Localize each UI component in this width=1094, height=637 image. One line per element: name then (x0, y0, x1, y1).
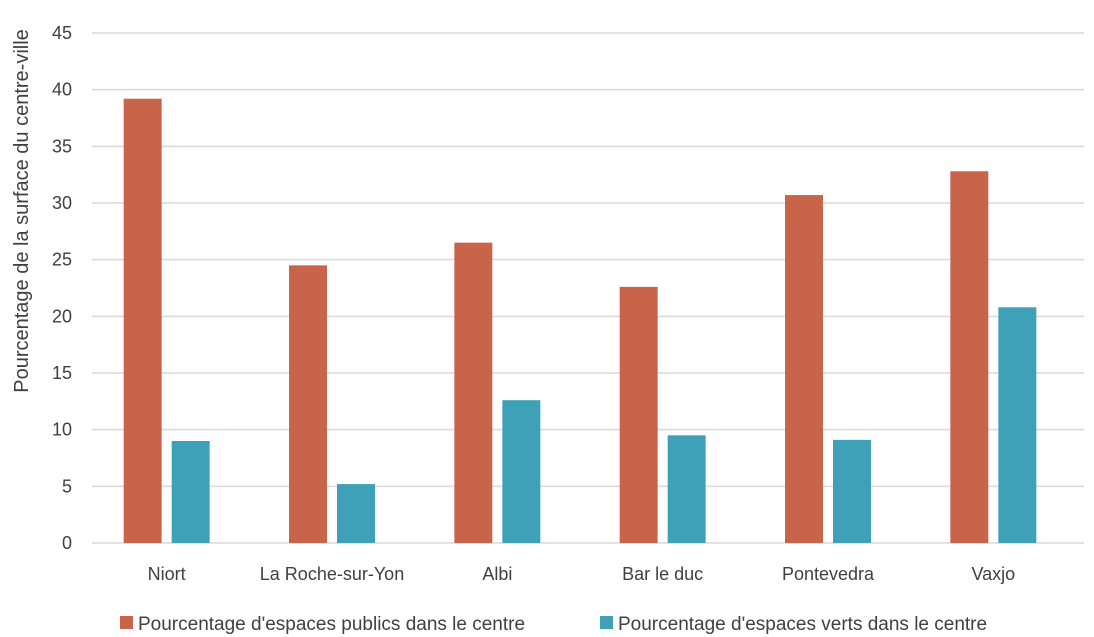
bar-public-1 (289, 265, 327, 543)
y-tick-label: 0 (62, 533, 72, 553)
gridlines (92, 32, 1084, 544)
bar-green-0 (171, 441, 210, 543)
bar-public-5 (950, 171, 989, 543)
bar-public-3 (619, 286, 658, 543)
legend-swatch-0 (120, 616, 133, 629)
x-tick-label: Pontevedra (782, 564, 875, 584)
x-tick-label: Albi (482, 564, 512, 584)
x-tick-label: Vaxjo (971, 564, 1015, 584)
legend-label-1: Pourcentage d'espaces verts dans le cent… (618, 614, 987, 635)
y-tick-label: 10 (52, 420, 72, 440)
bar-green-1 (337, 484, 375, 543)
x-tick-label: Niort (148, 564, 186, 584)
bar-public-4 (785, 195, 823, 544)
y-tick-label: 20 (52, 306, 72, 326)
y-tick-label: 35 (52, 136, 72, 156)
y-tick-label: 40 (52, 80, 72, 100)
legend: Pourcentage d'espaces publics dans le ce… (120, 614, 987, 635)
bar-public-0 (123, 98, 162, 543)
x-axis-ticks: Niort La Roche-sur-Yon Albi Bar le duc Ponte… (148, 564, 1016, 584)
x-tick-label: La Roche-sur-Yon (260, 564, 404, 584)
y-tick-label: 15 (52, 363, 72, 383)
bar-green-2 (502, 400, 541, 543)
bar-green-5 (998, 307, 1037, 543)
bars (123, 98, 1037, 544)
y-tick-label: 45 (52, 23, 72, 43)
bar-green-3 (667, 435, 706, 543)
y-axis-label: Pourcentage de la surface du centre-vill… (11, 29, 33, 393)
y-tick-label: 5 (62, 476, 72, 496)
x-tick-label: Bar le duc (622, 564, 703, 584)
legend-label-0: Pourcentage d'espaces publics dans le ce… (138, 614, 525, 635)
bar-public-2 (454, 242, 493, 543)
y-tick-label: 30 (52, 193, 72, 213)
y-tick-label: 25 (52, 250, 72, 270)
legend-swatch-1 (600, 616, 613, 629)
y-axis-ticks: 0 5 10 15 20 25 30 35 40 45 (52, 23, 72, 553)
bar-green-4 (833, 439, 871, 543)
